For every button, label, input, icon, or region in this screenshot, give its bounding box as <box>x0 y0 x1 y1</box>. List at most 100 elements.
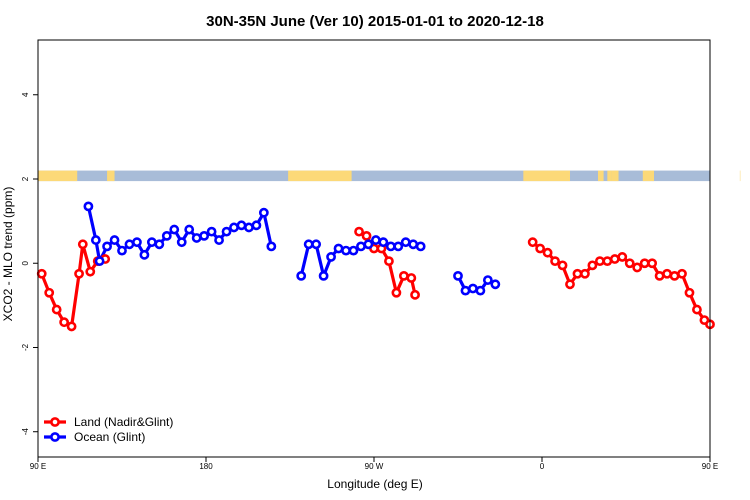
series-1-point-15 <box>191 233 202 243</box>
series-1-point-13 <box>176 237 187 248</box>
series-1-point-6 <box>124 239 135 250</box>
series-0-point-32 <box>624 258 635 269</box>
series-1-point-0 <box>83 201 94 212</box>
x-tick-label-0: 90 E <box>30 462 46 471</box>
series-0-point-29 <box>602 256 613 267</box>
legend-marker-1 <box>50 432 60 442</box>
series-1-point-22 <box>244 222 254 233</box>
series-1-point-41 <box>408 239 419 250</box>
series-1-point-31 <box>333 243 344 254</box>
chart-title: 30N-35N June (Ver 10) 2015-01-01 to 2020… <box>206 13 544 30</box>
band-land-5 <box>607 170 612 182</box>
series-0-point-11 <box>361 230 372 241</box>
series-1-point-27 <box>303 239 314 250</box>
series-1-point-2 <box>94 256 105 267</box>
series-1-point-14 <box>184 224 195 235</box>
x-tick-label-3: 0 <box>540 462 545 471</box>
series-0-point-31 <box>617 252 628 262</box>
legend-label-1: Ocean (Glint) <box>74 430 145 444</box>
series-0-point-16 <box>398 270 409 281</box>
series-0-point-33 <box>632 262 643 273</box>
series-0-point-36 <box>654 270 665 281</box>
series-1-point-28 <box>311 239 322 250</box>
series-1-point-16 <box>199 230 210 241</box>
series-0-point-26 <box>580 268 590 279</box>
series-1-point-25 <box>266 241 277 252</box>
series-1-point-42 <box>415 241 426 252</box>
series-0-point-7 <box>85 266 96 277</box>
y-axis-label: XCO2 - MLO trend (ppm) <box>1 187 15 322</box>
series-1-point-39 <box>393 241 404 252</box>
series-0-point-10 <box>354 226 364 237</box>
series-1-point-19 <box>221 226 232 237</box>
y-tick-label-1: -2 <box>21 343 30 351</box>
series-0-point-14 <box>384 256 394 267</box>
series-1-point-26 <box>296 270 307 281</box>
series-0-point-35 <box>647 258 658 269</box>
series-0-point-22 <box>550 256 560 267</box>
band-land-0 <box>38 170 78 182</box>
series-1-point-21 <box>236 220 247 231</box>
series-1-line-0 <box>86 204 273 263</box>
series-1-point-10 <box>154 239 165 250</box>
series-1-point-36 <box>370 235 381 245</box>
series-0-point-2 <box>51 304 62 315</box>
band-land-7 <box>642 170 654 182</box>
series-1-point-12 <box>169 224 180 235</box>
series-1-point-29 <box>318 270 329 281</box>
y-axis: -4 -2 0 2 4 <box>21 92 38 435</box>
series-1-point-35 <box>363 239 374 250</box>
band-land-6 <box>611 170 619 182</box>
series-0-point-18 <box>410 289 420 300</box>
series-1-point-37 <box>378 237 389 248</box>
series-0-point-19 <box>527 237 538 248</box>
legend: Land (Nadir&Glint)Ocean (Glint) <box>44 415 173 444</box>
legend-marker-0 <box>50 417 60 427</box>
series-0-point-21 <box>542 247 553 258</box>
series-1-point-3 <box>102 241 112 252</box>
y-tick-label-4: 4 <box>21 92 30 97</box>
y-tick-label-0: -4 <box>21 428 30 436</box>
series-0-point-37 <box>662 268 672 279</box>
x-axis: 90 E 180 90 W 0 90 E <box>30 457 718 471</box>
series-layer <box>36 201 715 332</box>
series-1-point-4 <box>109 235 120 245</box>
series-1-point-47 <box>482 275 493 285</box>
series-0-point-27 <box>587 260 598 271</box>
series-0-point-4 <box>66 321 77 332</box>
series-1-point-33 <box>348 245 359 256</box>
series-0-point-34 <box>639 258 650 269</box>
series-0-point-25 <box>572 268 583 279</box>
band-land-4 <box>598 170 604 182</box>
series-0-point-1 <box>44 287 55 298</box>
series-0-point-15 <box>391 287 402 298</box>
series-0-point-24 <box>565 279 575 290</box>
series-1-point-7 <box>132 237 142 248</box>
series-1-point-32 <box>341 245 351 256</box>
x-axis-label: Longitude (deg E) <box>327 477 422 491</box>
series-1-point-24 <box>258 207 269 218</box>
series-0-line-0 <box>40 242 107 328</box>
series-1-point-48 <box>490 279 501 290</box>
series-1-point-9 <box>146 237 157 248</box>
series-0-point-17 <box>406 273 417 283</box>
y-tick-label-2: 0 <box>21 260 30 265</box>
y-tick-label-3: 2 <box>21 176 30 181</box>
band-land-1 <box>107 170 115 182</box>
x-tick-label-2: 90 W <box>365 462 384 471</box>
series-1-point-17 <box>206 226 217 237</box>
band-land-8 <box>739 170 741 182</box>
band-land-3 <box>523 170 570 182</box>
series-1-point-46 <box>475 285 486 296</box>
series-1-point-23 <box>251 220 262 231</box>
series-1-point-38 <box>385 241 396 252</box>
series-0-point-6 <box>77 239 88 250</box>
series-0-point-3 <box>59 317 70 328</box>
series-1-point-43 <box>453 270 463 281</box>
series-1-point-40 <box>400 237 411 248</box>
series-1-point-1 <box>90 235 101 245</box>
series-0-point-0 <box>36 268 47 279</box>
series-1-point-30 <box>326 252 336 262</box>
band-land-2 <box>288 170 352 182</box>
